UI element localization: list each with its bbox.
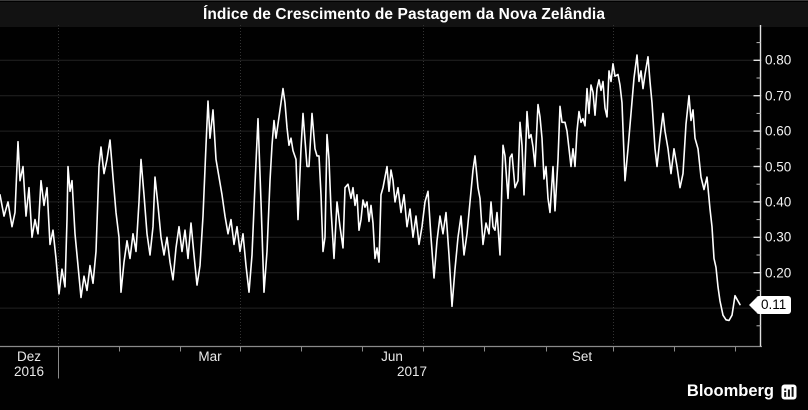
y-axis-tick-label: 0.80 bbox=[765, 52, 792, 68]
y-axis-tick-label: 0.50 bbox=[765, 159, 792, 174]
y-axis-tick-label: 0.70 bbox=[765, 88, 792, 104]
last-value-label: 0.11 bbox=[761, 296, 787, 312]
x-axis-year-label: 2016 bbox=[13, 364, 45, 379]
y-axis-tick-label: 0.30 bbox=[765, 229, 792, 245]
x-axis-month-label: Mar bbox=[198, 349, 222, 364]
y-axis-tick-label: 0.60 bbox=[765, 123, 792, 139]
bloomberg-terminal-icon bbox=[781, 384, 797, 399]
chart-title-bar: Índice de Crescimento de Pastagem da Nov… bbox=[0, 2, 808, 27]
bloomberg-branding: Bloomberg bbox=[687, 382, 797, 401]
bloomberg-wordmark: Bloomberg bbox=[686, 382, 774, 400]
x-axis-month-label: Jun bbox=[381, 349, 403, 364]
pasture-growth-line bbox=[0, 54, 741, 322]
y-axis-tick-label: 0.20 bbox=[765, 265, 792, 281]
y-axis-tick-label: 0.40 bbox=[765, 194, 792, 210]
x-axis-month-label: Dez bbox=[16, 349, 42, 364]
x-axis-month-label: Set bbox=[571, 349, 593, 364]
last-value-badge: 0.11 bbox=[748, 295, 792, 314]
x-axis-year-label: 2017 bbox=[396, 364, 428, 379]
chart-title: Índice de Crescimento de Pastagem da Nov… bbox=[202, 6, 606, 23]
